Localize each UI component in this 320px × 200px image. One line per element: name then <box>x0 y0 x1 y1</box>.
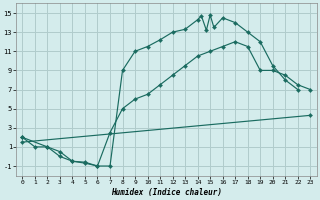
X-axis label: Humidex (Indice chaleur): Humidex (Indice chaleur) <box>111 188 222 197</box>
